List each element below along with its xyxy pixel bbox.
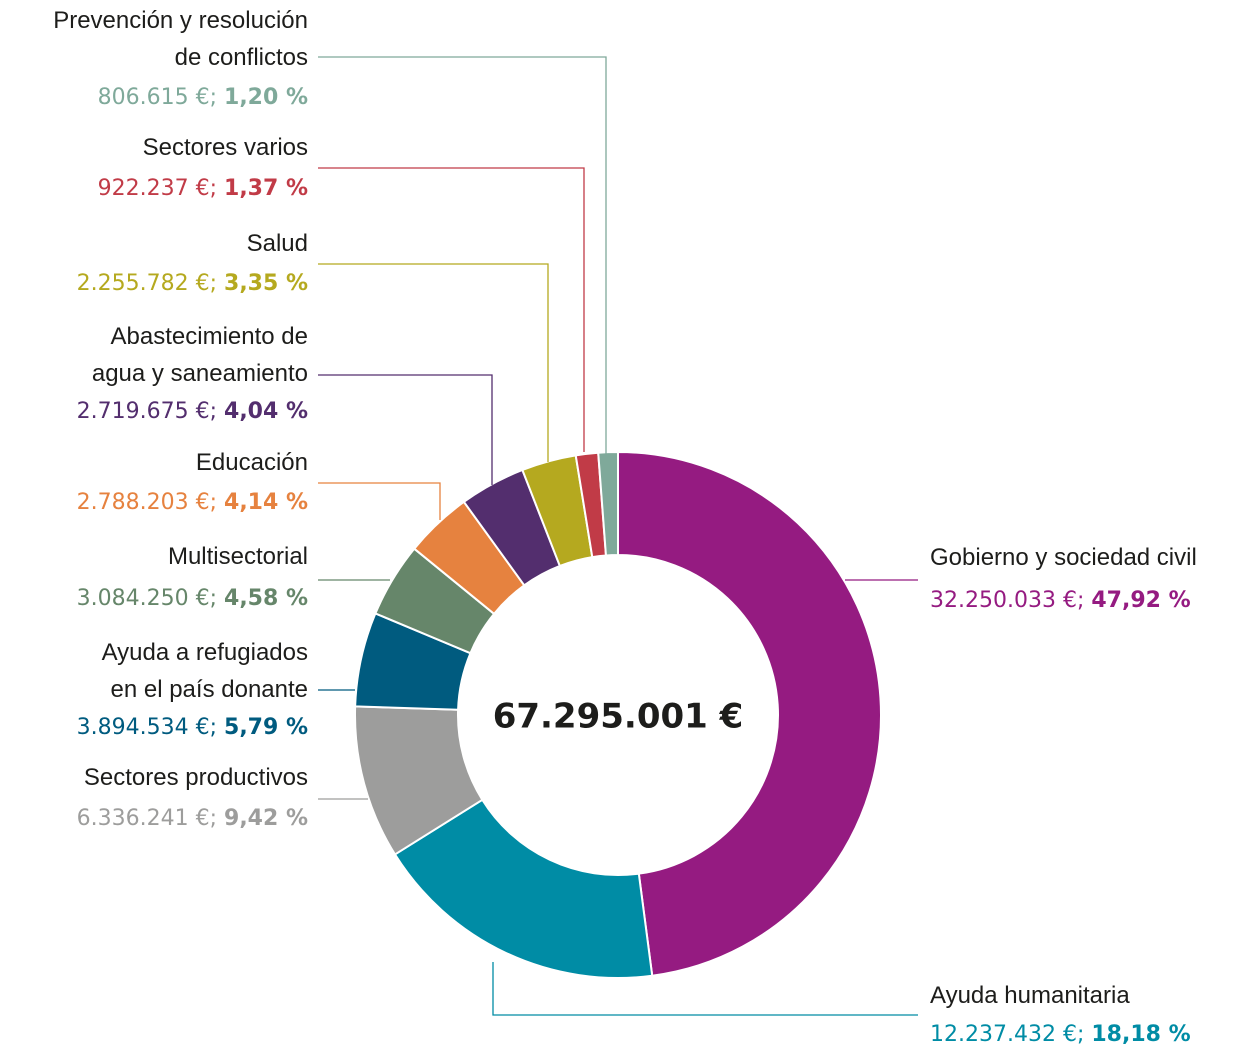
percentage: 1,20 % — [224, 85, 308, 110]
value-label: 6.336.241 €; 9,42 % — [0, 800, 308, 837]
category-label: Sectores varios — [142, 134, 308, 161]
slice — [393, 798, 654, 979]
amount: 806.615 €; — [97, 85, 218, 110]
percentage: 47,92 % — [1091, 588, 1191, 613]
slice — [597, 450, 619, 557]
total-label: 67.295.001 € — [493, 697, 744, 737]
value-label: 2.788.203 €; 4,14 % — [0, 484, 308, 521]
percentage: 5,79 % — [224, 715, 308, 740]
category-label: Gobierno y sociedad civil — [930, 544, 1197, 571]
value-label: 2.255.782 €; 3,35 % — [0, 265, 308, 302]
category-label: Multisectorial — [167, 543, 308, 570]
slice — [617, 450, 882, 977]
leader-line — [492, 962, 918, 1016]
category-label: Ayuda a refugiados en el país donante — [101, 639, 308, 703]
value-label: 3.084.250 €; 4,58 % — [0, 580, 308, 617]
value-label: 12.237.432 €; 18,18 % — [930, 1016, 1241, 1053]
amount: 3.084.250 €; — [76, 586, 218, 611]
category-label: Sectores productivos — [83, 764, 308, 791]
value-label: 922.237 €; 1,37 % — [0, 170, 308, 207]
category-label: Salud — [246, 230, 308, 257]
amount: 2.719.675 €; — [76, 399, 218, 424]
percentage: 3,35 % — [224, 271, 308, 296]
percentage: 4,14 % — [224, 490, 308, 515]
amount: 2.255.782 €; — [76, 271, 218, 296]
amount: 3.894.534 €; — [76, 715, 218, 740]
amount: 12.237.432 €; — [930, 1022, 1085, 1047]
amount: 6.336.241 €; — [76, 806, 218, 831]
leader-line — [318, 56, 607, 455]
percentage: 18,18 % — [1091, 1022, 1191, 1047]
value-label: 32.250.033 €; 47,92 % — [930, 582, 1241, 619]
category-label: Abastecimiento de agua y saneamiento — [91, 323, 308, 387]
percentage: 1,37 % — [224, 176, 308, 201]
leader-line — [318, 374, 493, 485]
amount: 922.237 €; — [97, 176, 218, 201]
value-label: 806.615 €; 1,20 % — [0, 79, 308, 116]
category-label: Educación — [195, 449, 308, 476]
category-label: Prevención y resolución de conflictos — [53, 7, 308, 71]
percentage: 4,58 % — [224, 586, 308, 611]
percentage: 4,04 % — [224, 399, 308, 424]
value-label: 3.894.534 €; 5,79 % — [0, 709, 308, 746]
leader-line — [318, 482, 441, 520]
leader-line — [318, 167, 585, 452]
amount: 2.788.203 €; — [76, 490, 218, 515]
amount: 32.250.033 €; — [930, 588, 1085, 613]
percentage: 9,42 % — [224, 806, 308, 831]
leader-line — [318, 263, 549, 462]
value-label: 2.719.675 €; 4,04 % — [0, 393, 308, 430]
category-label: Ayuda humanitaria — [930, 982, 1130, 1009]
